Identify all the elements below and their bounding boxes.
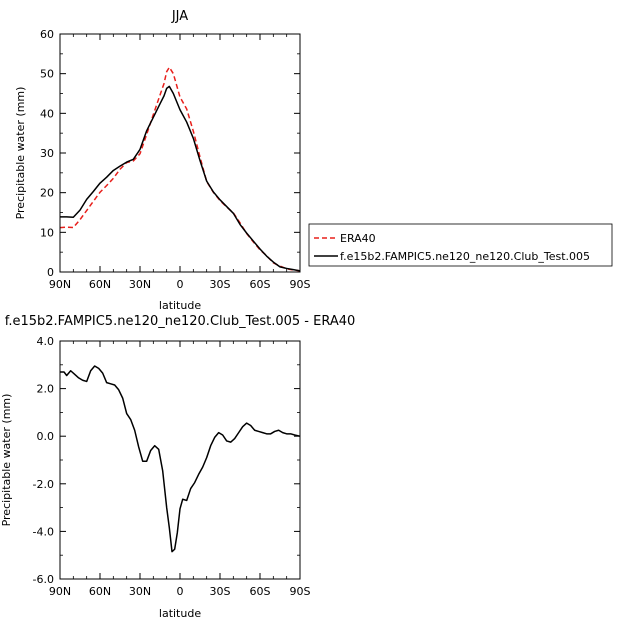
x-tick-label: 90N: [49, 278, 71, 291]
x-tick-label: 60S: [250, 585, 271, 598]
series-layer: [59, 66, 301, 272]
y-tick-label: 60: [40, 28, 54, 41]
y-tick-label: 40: [40, 107, 54, 120]
y-tick-label: -4.0: [33, 525, 54, 538]
x-axis-title: latitude: [159, 299, 201, 312]
x-tick-label: 90S: [290, 585, 311, 598]
y-tick-label: 20: [40, 187, 54, 200]
panel-title: JJA: [171, 9, 188, 24]
series-line-0: [60, 365, 301, 553]
y-tick-label: 50: [40, 68, 54, 81]
legend-label-model: f.e15b2.FAMPIC5.ne120_ne120.Club_Test.00…: [340, 250, 590, 263]
y-tick-label: 30: [40, 147, 54, 160]
plot-frame: [59, 33, 301, 273]
y-tick-label: 0: [47, 266, 54, 279]
x-tick-label: 30N: [129, 278, 151, 291]
y-tick-label: 2.0: [37, 383, 55, 396]
y-tick-label: 10: [40, 226, 54, 239]
difference-panel: f.e15b2.FAMPIC5.ne120_ne120.Club_Test.00…: [0, 314, 355, 620]
y-tick-label: -2.0: [33, 478, 54, 491]
y-axis-title: Precipitable water (mm): [14, 87, 27, 220]
panel-title: f.e15b2.FAMPIC5.ne120_ne120.Club_Test.00…: [5, 314, 356, 329]
y-tick-label: -6.0: [33, 573, 54, 586]
x-tick-label: 60N: [89, 278, 111, 291]
legend-label-era40: ERA40: [340, 232, 376, 245]
x-tick-label: 0: [177, 585, 184, 598]
x-tick-label: 30N: [129, 585, 151, 598]
y-axis-title: Precipitable water (mm): [0, 394, 13, 527]
x-axis-title: latitude: [159, 607, 201, 620]
series-line-0: [59, 66, 301, 272]
legend-box: [308, 223, 613, 267]
series-layer: [60, 365, 301, 553]
x-tick-label: 60N: [89, 585, 111, 598]
precipitable-water-panel: JJA Precipitable water (mm) latitude 90N…: [14, 9, 311, 312]
x-tick-label: 90N: [49, 585, 71, 598]
y-tick-label: 4.0: [37, 335, 55, 348]
x-tick-label: 30S: [210, 585, 231, 598]
x-tick-label: 90S: [290, 278, 311, 291]
legend: ERA40 f.e15b2.FAMPIC5.ne120_ne120.Club_T…: [308, 223, 613, 267]
x-tick-label: 60S: [250, 278, 271, 291]
series-line-1: [60, 85, 301, 272]
x-tick-label: 0: [177, 278, 184, 291]
x-tick-label: 30S: [210, 278, 231, 291]
axes: 90N 60N 30N 0 30S 60S 90S 0 10 20 30 40 50 60: [40, 28, 311, 291]
y-tick-label: 0.0: [37, 430, 55, 443]
plot-frame: [59, 340, 301, 580]
